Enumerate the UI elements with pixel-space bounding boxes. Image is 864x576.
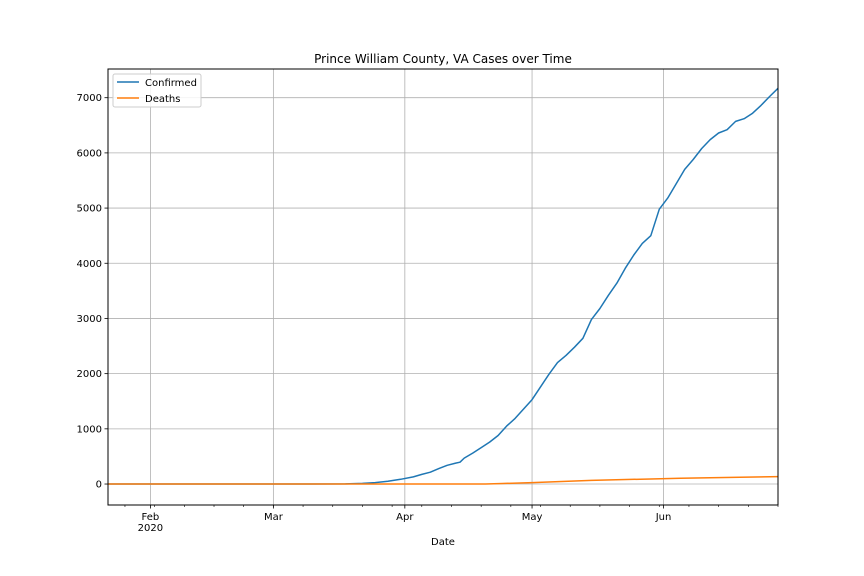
x-tick-label: Mar — [264, 512, 284, 523]
x-axis-label: Date — [431, 537, 455, 548]
x-tick-sublabel: 2020 — [138, 523, 163, 534]
x-tick-label: May — [522, 512, 543, 523]
series-line-confirmed — [108, 87, 779, 485]
legend: Confirmed Deaths — [112, 73, 202, 108]
y-tick-label: 1000 — [77, 424, 102, 435]
y-tick-label: 4000 — [77, 259, 102, 270]
chart-title: Prince William County, VA Cases over Tim… — [314, 52, 572, 66]
grid-lines — [108, 69, 778, 505]
legend-label-deaths: Deaths — [145, 94, 180, 105]
legend-label-confirmed: Confirmed — [145, 78, 197, 89]
y-tick-label: 5000 — [77, 204, 102, 215]
series-line-deaths — [108, 475, 779, 485]
y-tick-label: 0 — [96, 480, 102, 491]
x-tick-label: Feb — [142, 512, 160, 523]
x-tick-label: Apr — [396, 512, 414, 523]
series-lines — [108, 87, 779, 485]
y-tick-label: 6000 — [77, 148, 102, 159]
x-tick-label: Jun — [655, 512, 672, 523]
y-tick-label: 3000 — [77, 314, 102, 325]
plot-frame — [107, 68, 779, 506]
y-tick-label: 7000 — [77, 93, 102, 104]
y-tick-label: 2000 — [77, 369, 102, 380]
